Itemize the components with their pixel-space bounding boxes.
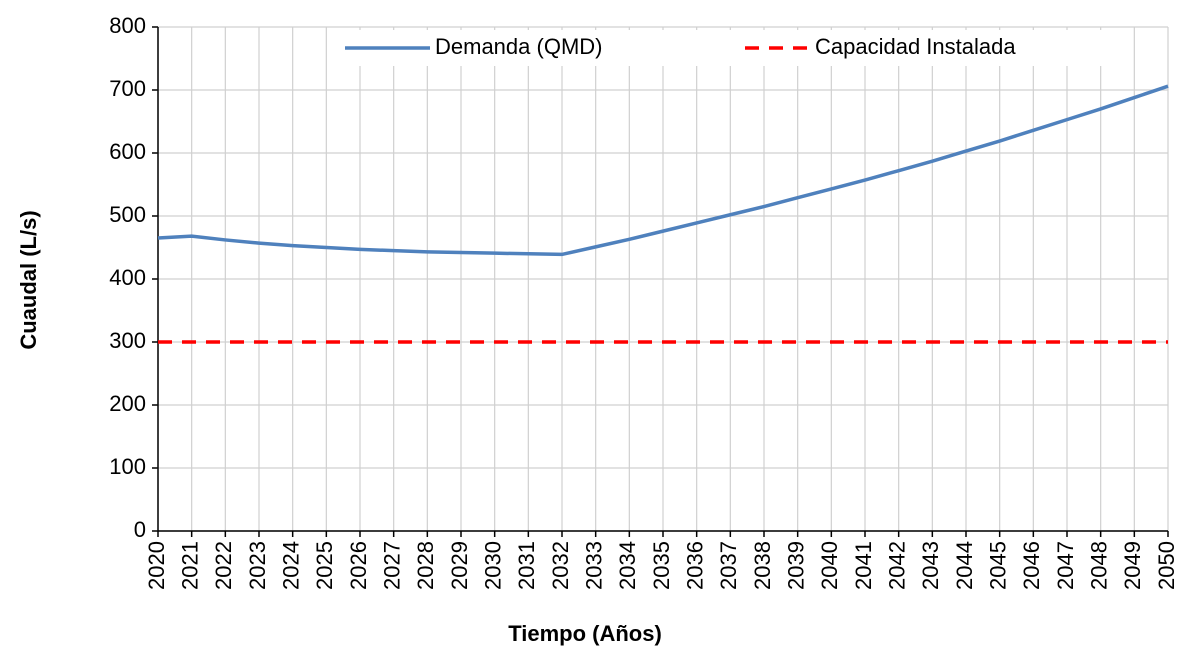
x-tick-label: 2045 [985,541,1010,590]
legend-label: Demanda (QMD) [435,34,602,59]
x-tick-label: 2036 [682,541,707,590]
y-axis-title: Cuaudal (L/s) [16,210,41,349]
x-tick-label: 2022 [211,541,236,590]
x-tick-label: 2030 [480,541,505,590]
x-tick-label: 2043 [918,541,943,590]
y-tick-label: 700 [109,76,146,101]
x-tick-label: 2048 [1086,541,1111,590]
y-tick-label: 800 [109,13,146,38]
x-tick-label: 2046 [1019,541,1044,590]
x-tick-label: 2042 [884,541,909,590]
legend-label: Capacidad Instalada [815,34,1016,59]
x-tick-label: 2035 [649,541,674,590]
x-tick-label: 2050 [1154,541,1179,590]
x-tick-label: 2047 [1053,541,1078,590]
x-tick-label: 2037 [716,541,741,590]
x-tick-label: 2029 [447,541,472,590]
x-tick-label: 2020 [144,541,169,590]
legend-bg [335,30,1115,66]
x-tick-label: 2044 [952,541,977,590]
y-tick-label: 300 [109,328,146,353]
x-axis-title: Tiempo (Años) [508,621,662,646]
x-tick-label: 2032 [548,541,573,590]
y-tick-label: 200 [109,391,146,416]
x-tick-label: 2027 [379,541,404,590]
x-tick-label: 2039 [783,541,808,590]
x-tick-label: 2028 [413,541,438,590]
x-tick-label: 2031 [514,541,539,590]
y-tick-label: 400 [109,265,146,290]
y-tick-label: 600 [109,139,146,164]
x-tick-label: 2033 [581,541,606,590]
x-tick-label: 2049 [1120,541,1145,590]
x-tick-label: 2023 [245,541,270,590]
x-tick-label: 2034 [615,541,640,590]
x-tick-label: 2038 [750,541,775,590]
x-tick-label: 2040 [817,541,842,590]
y-tick-label: 500 [109,202,146,227]
x-tick-label: 2024 [278,541,303,590]
x-tick-label: 2025 [312,541,337,590]
series-line [157,84,1169,257]
y-tick-label: 100 [109,454,146,479]
x-tick-label: 2026 [346,541,371,590]
y-tick-label: 0 [134,517,146,542]
x-tick-label: 2041 [851,541,876,590]
x-tick-label: 2021 [177,541,202,590]
